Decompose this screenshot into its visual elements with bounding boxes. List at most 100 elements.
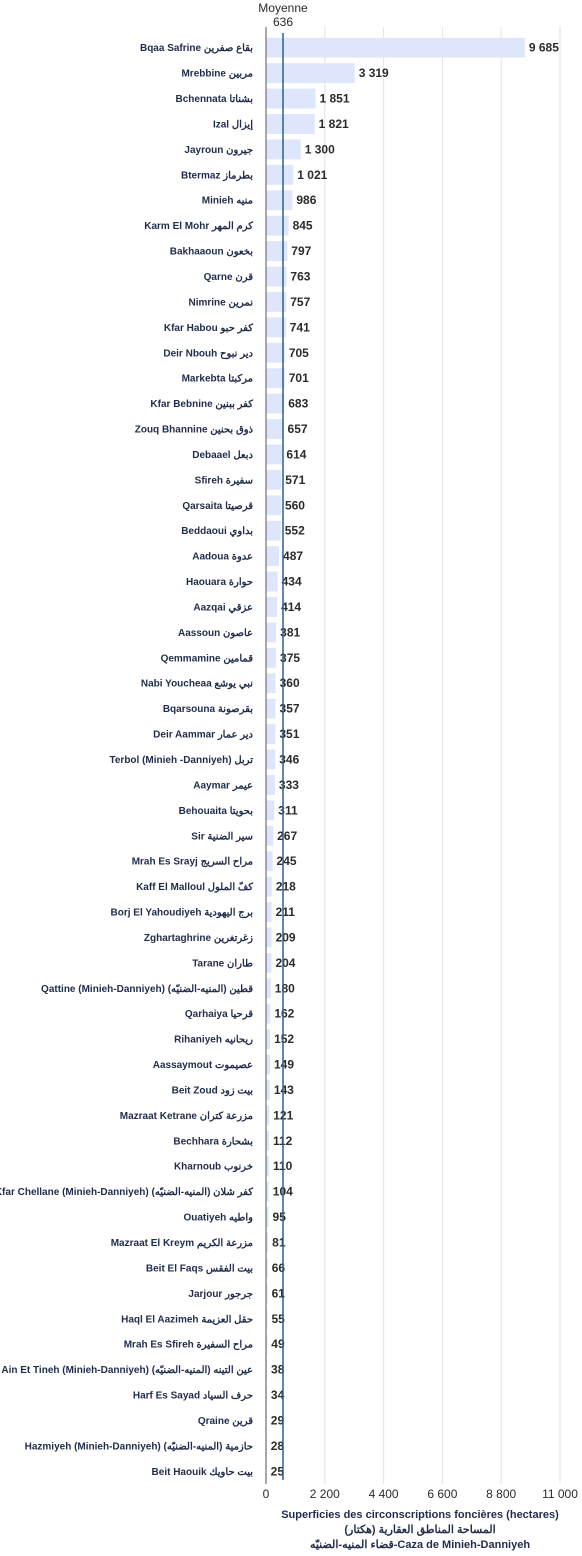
bar xyxy=(266,88,316,109)
value-label: 701 xyxy=(289,371,309,385)
category-label: Kaff El Malloul كفّ الملول xyxy=(136,882,253,894)
category-label: Haouara حوارة xyxy=(186,577,253,588)
value-label: 845 xyxy=(293,219,313,233)
value-label: 705 xyxy=(289,346,309,360)
value-label: 29 xyxy=(271,1413,285,1427)
x-axis-title-line-3: قضاء المنيه-الضنيّه-Caza de Minieh-Danni… xyxy=(310,1539,530,1551)
category-label: Mazraat Ketrane مزرعة كتران xyxy=(120,1111,253,1122)
category-label: Tarane طاران xyxy=(192,958,253,969)
category-label: Qattine (Minieh-Danniyeh) قطين (المنيه-ا… xyxy=(41,984,253,995)
bars-group xyxy=(266,37,525,1482)
value-label: 25 xyxy=(271,1464,285,1478)
value-label: 38 xyxy=(271,1363,285,1377)
category-label: Kharnoub خرنوب xyxy=(174,1162,253,1173)
bar xyxy=(266,520,281,541)
bar xyxy=(266,902,272,922)
bar xyxy=(266,546,280,567)
category-label: Izal إيزال xyxy=(213,119,253,130)
bar xyxy=(266,1054,270,1075)
bar xyxy=(266,800,275,821)
category-label: Ouatiyeh واطيه xyxy=(183,1213,253,1224)
bar xyxy=(266,927,272,948)
category-label: Rihaniyeh ريحانيه xyxy=(174,1035,253,1046)
bar xyxy=(266,571,278,592)
category-label: Sfireh سفيرة xyxy=(195,475,253,486)
value-label: 757 xyxy=(290,295,310,309)
value-label: 346 xyxy=(279,753,299,767)
value-label: 381 xyxy=(280,625,300,639)
category-label: Zouq Bhannine ذوق بحنين xyxy=(135,425,254,436)
category-label: Bechhara بشحارة xyxy=(173,1136,253,1147)
value-label: 34 xyxy=(271,1388,285,1402)
category-label: Jarjour جرجور xyxy=(188,1289,253,1300)
category-labels: Bqaa Safrine بقاع صفرين Mrebbine مربين Bch… xyxy=(0,43,254,1478)
category-label: Kfar Habou كفر حبو xyxy=(164,323,253,334)
category-label: Mrebbine مربين xyxy=(181,69,253,80)
category-label: Markebta مركبتا xyxy=(182,374,253,385)
category-label: Beit Zoud بيت زود xyxy=(172,1085,254,1096)
category-label: Kfar Chellane (Minieh-Danniyeh) كفر شلان… xyxy=(0,1187,253,1198)
category-label: Haql El Aazimeh حقل العزيمة xyxy=(121,1314,253,1325)
value-label: 211 xyxy=(276,905,296,919)
category-label: Deir Aammar دير عمار xyxy=(153,730,253,741)
bar xyxy=(266,749,276,770)
value-label: 487 xyxy=(283,549,303,563)
category-label: Nimrine نمرين xyxy=(189,297,254,308)
category-label: Aadoua عدوة xyxy=(192,552,253,563)
value-label: 614 xyxy=(286,447,306,461)
value-label: 311 xyxy=(278,803,298,817)
bar xyxy=(266,724,276,744)
bar xyxy=(266,1156,269,1177)
value-label: 414 xyxy=(281,600,301,614)
bar xyxy=(266,851,273,872)
category-label: Bqarsouna بقرصونة xyxy=(163,704,253,715)
bar xyxy=(266,1258,268,1278)
x-tick-label: 0 xyxy=(263,1487,270,1501)
bar xyxy=(266,393,285,414)
value-label: 351 xyxy=(279,727,299,741)
value-label: 560 xyxy=(285,498,305,512)
category-label: Aazqai عزقي xyxy=(193,602,253,613)
category-label: Aaymar عيمر xyxy=(193,780,253,791)
category-label: Aassaymout عصيموت xyxy=(153,1060,253,1071)
category-label: Jayroun جيرون xyxy=(184,145,253,156)
value-label: 143 xyxy=(274,1083,294,1097)
bar xyxy=(266,1003,271,1024)
bar xyxy=(266,622,277,643)
bar xyxy=(266,317,286,338)
bar xyxy=(266,63,355,84)
value-label: 986 xyxy=(296,193,316,207)
bar xyxy=(266,1181,269,1202)
value-label: 9 685 xyxy=(529,41,559,55)
value-label: 571 xyxy=(285,473,305,487)
mean-marker: Moyenne 636 xyxy=(258,1,308,1480)
category-label: Harf Es Sayad حرف السياد xyxy=(133,1391,253,1402)
category-label: Ain Et Tineh (Minieh-Danniyeh) عين التين… xyxy=(1,1365,253,1376)
bar xyxy=(266,698,276,719)
value-label: 763 xyxy=(290,270,310,284)
bar xyxy=(266,1029,271,1050)
category-label: Nabi Youcheaa نبي يوشع xyxy=(141,679,253,690)
bar xyxy=(266,114,315,134)
value-label: 162 xyxy=(274,1007,294,1021)
mean-value-label: 636 xyxy=(273,15,293,29)
category-label: Terbol (Minieh -Danniyeh) تربل xyxy=(110,755,254,766)
x-axis-title: Superficies des circonscriptions foncièr… xyxy=(281,1509,559,1551)
value-label: 28 xyxy=(271,1439,285,1453)
category-label: Btermaz بطرماز xyxy=(181,170,253,181)
bar xyxy=(266,164,294,185)
value-label: 3 319 xyxy=(359,66,389,80)
value-label: 1 021 xyxy=(297,168,327,182)
bar xyxy=(266,368,285,389)
x-tick-label: 11 000 xyxy=(542,1487,578,1501)
category-label: Qraine قرين xyxy=(198,1416,253,1427)
bar xyxy=(266,419,284,439)
bar xyxy=(266,775,275,795)
category-label: Borj El Yahoudiyeh برج اليهودية xyxy=(111,908,254,919)
value-label: 552 xyxy=(285,524,305,538)
bar xyxy=(266,597,278,617)
value-label: 218 xyxy=(276,880,296,894)
value-label: 209 xyxy=(276,930,296,944)
mean-label: Moyenne xyxy=(258,1,308,15)
category-label: Debaael دبعل xyxy=(192,450,253,461)
